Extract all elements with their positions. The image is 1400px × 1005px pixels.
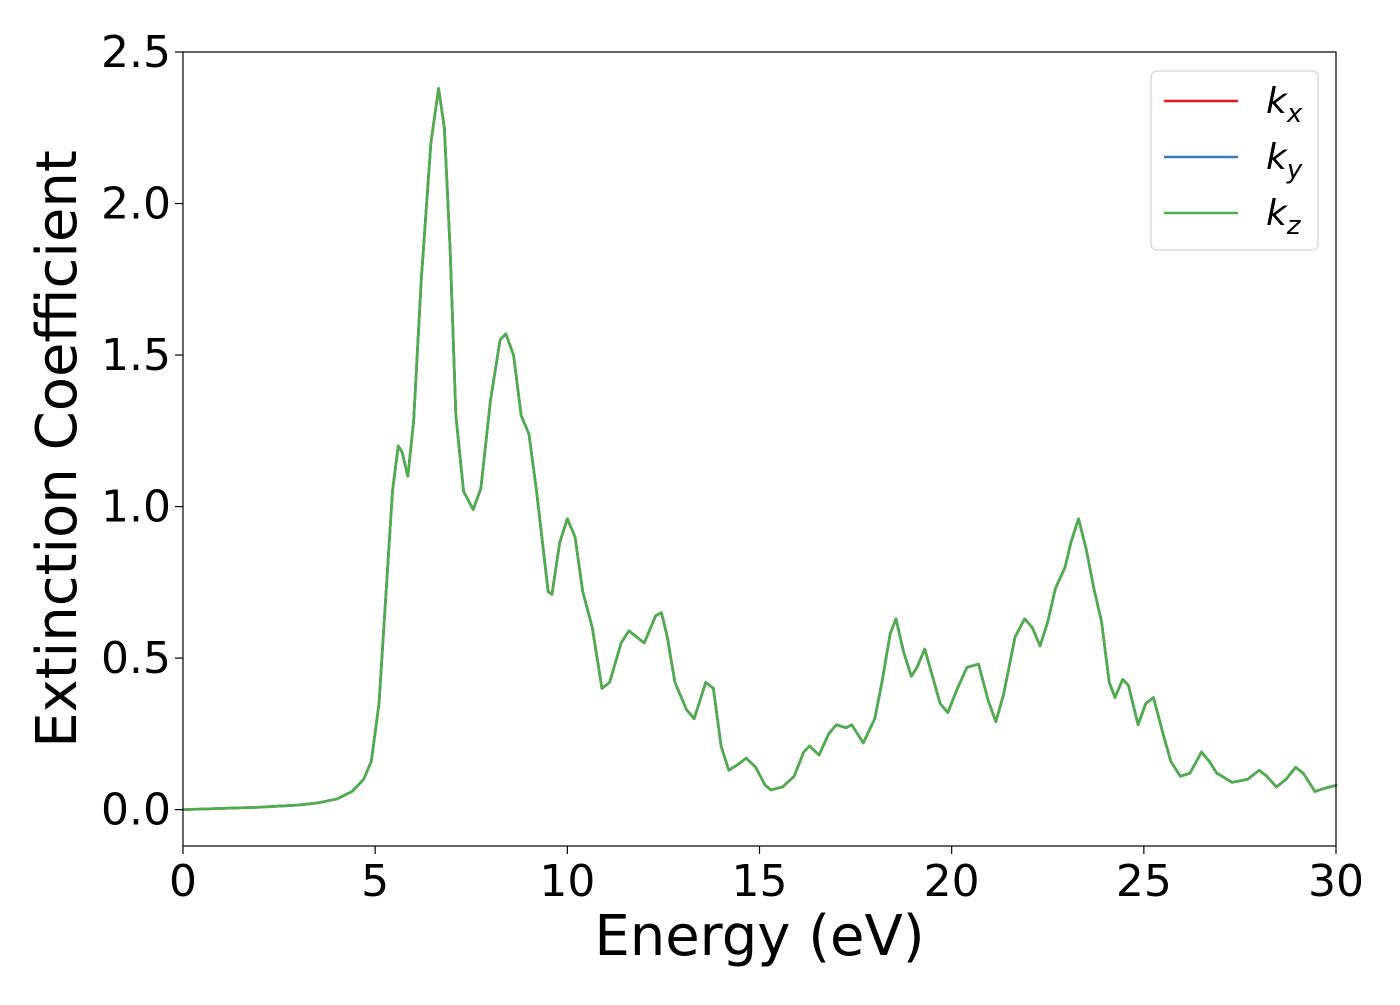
x-tick-label: 25 bbox=[1116, 856, 1172, 907]
legend-box bbox=[1150, 70, 1319, 251]
x-axis-label: Energy (eV) bbox=[594, 904, 924, 969]
legend-label-base: k bbox=[1266, 137, 1289, 178]
x-tick-label: 20 bbox=[924, 856, 980, 907]
x-tick-label: 30 bbox=[1308, 856, 1364, 907]
legend-label-subscript: y bbox=[1286, 155, 1303, 185]
legend-label-ky: ky bbox=[1266, 137, 1303, 185]
x-tick-label: 0 bbox=[169, 856, 197, 907]
legend-label-subscript: z bbox=[1286, 211, 1302, 241]
y-tick-label: 0.0 bbox=[101, 785, 171, 836]
x-tick-label: 15 bbox=[732, 856, 788, 907]
y-axis-label: Extinction Coefficient bbox=[25, 150, 90, 748]
x-axis-ticks: 0 5 10 15 20 25 30 bbox=[169, 846, 1364, 907]
legend-label-kz: kz bbox=[1266, 193, 1302, 241]
legend-label-base: k bbox=[1266, 81, 1289, 122]
x-tick-label: 5 bbox=[361, 856, 389, 907]
y-tick-label: 0.5 bbox=[101, 633, 171, 684]
legend-label-base: k bbox=[1266, 193, 1289, 234]
series-layer bbox=[181, 87, 1338, 811]
legend-label-subscript: x bbox=[1286, 99, 1303, 129]
series-line-kz bbox=[181, 87, 1338, 811]
y-axis-ticks: 0.0 0.5 1.0 1.5 2.0 2.5 bbox=[101, 27, 183, 836]
legend-label-kx: kx bbox=[1266, 81, 1303, 129]
y-tick-label: 1.5 bbox=[101, 330, 171, 381]
y-tick-label: 2.5 bbox=[101, 27, 171, 78]
y-tick-label: 2.0 bbox=[101, 179, 171, 230]
y-tick-label: 1.0 bbox=[101, 482, 171, 533]
x-tick-label: 10 bbox=[539, 856, 595, 907]
